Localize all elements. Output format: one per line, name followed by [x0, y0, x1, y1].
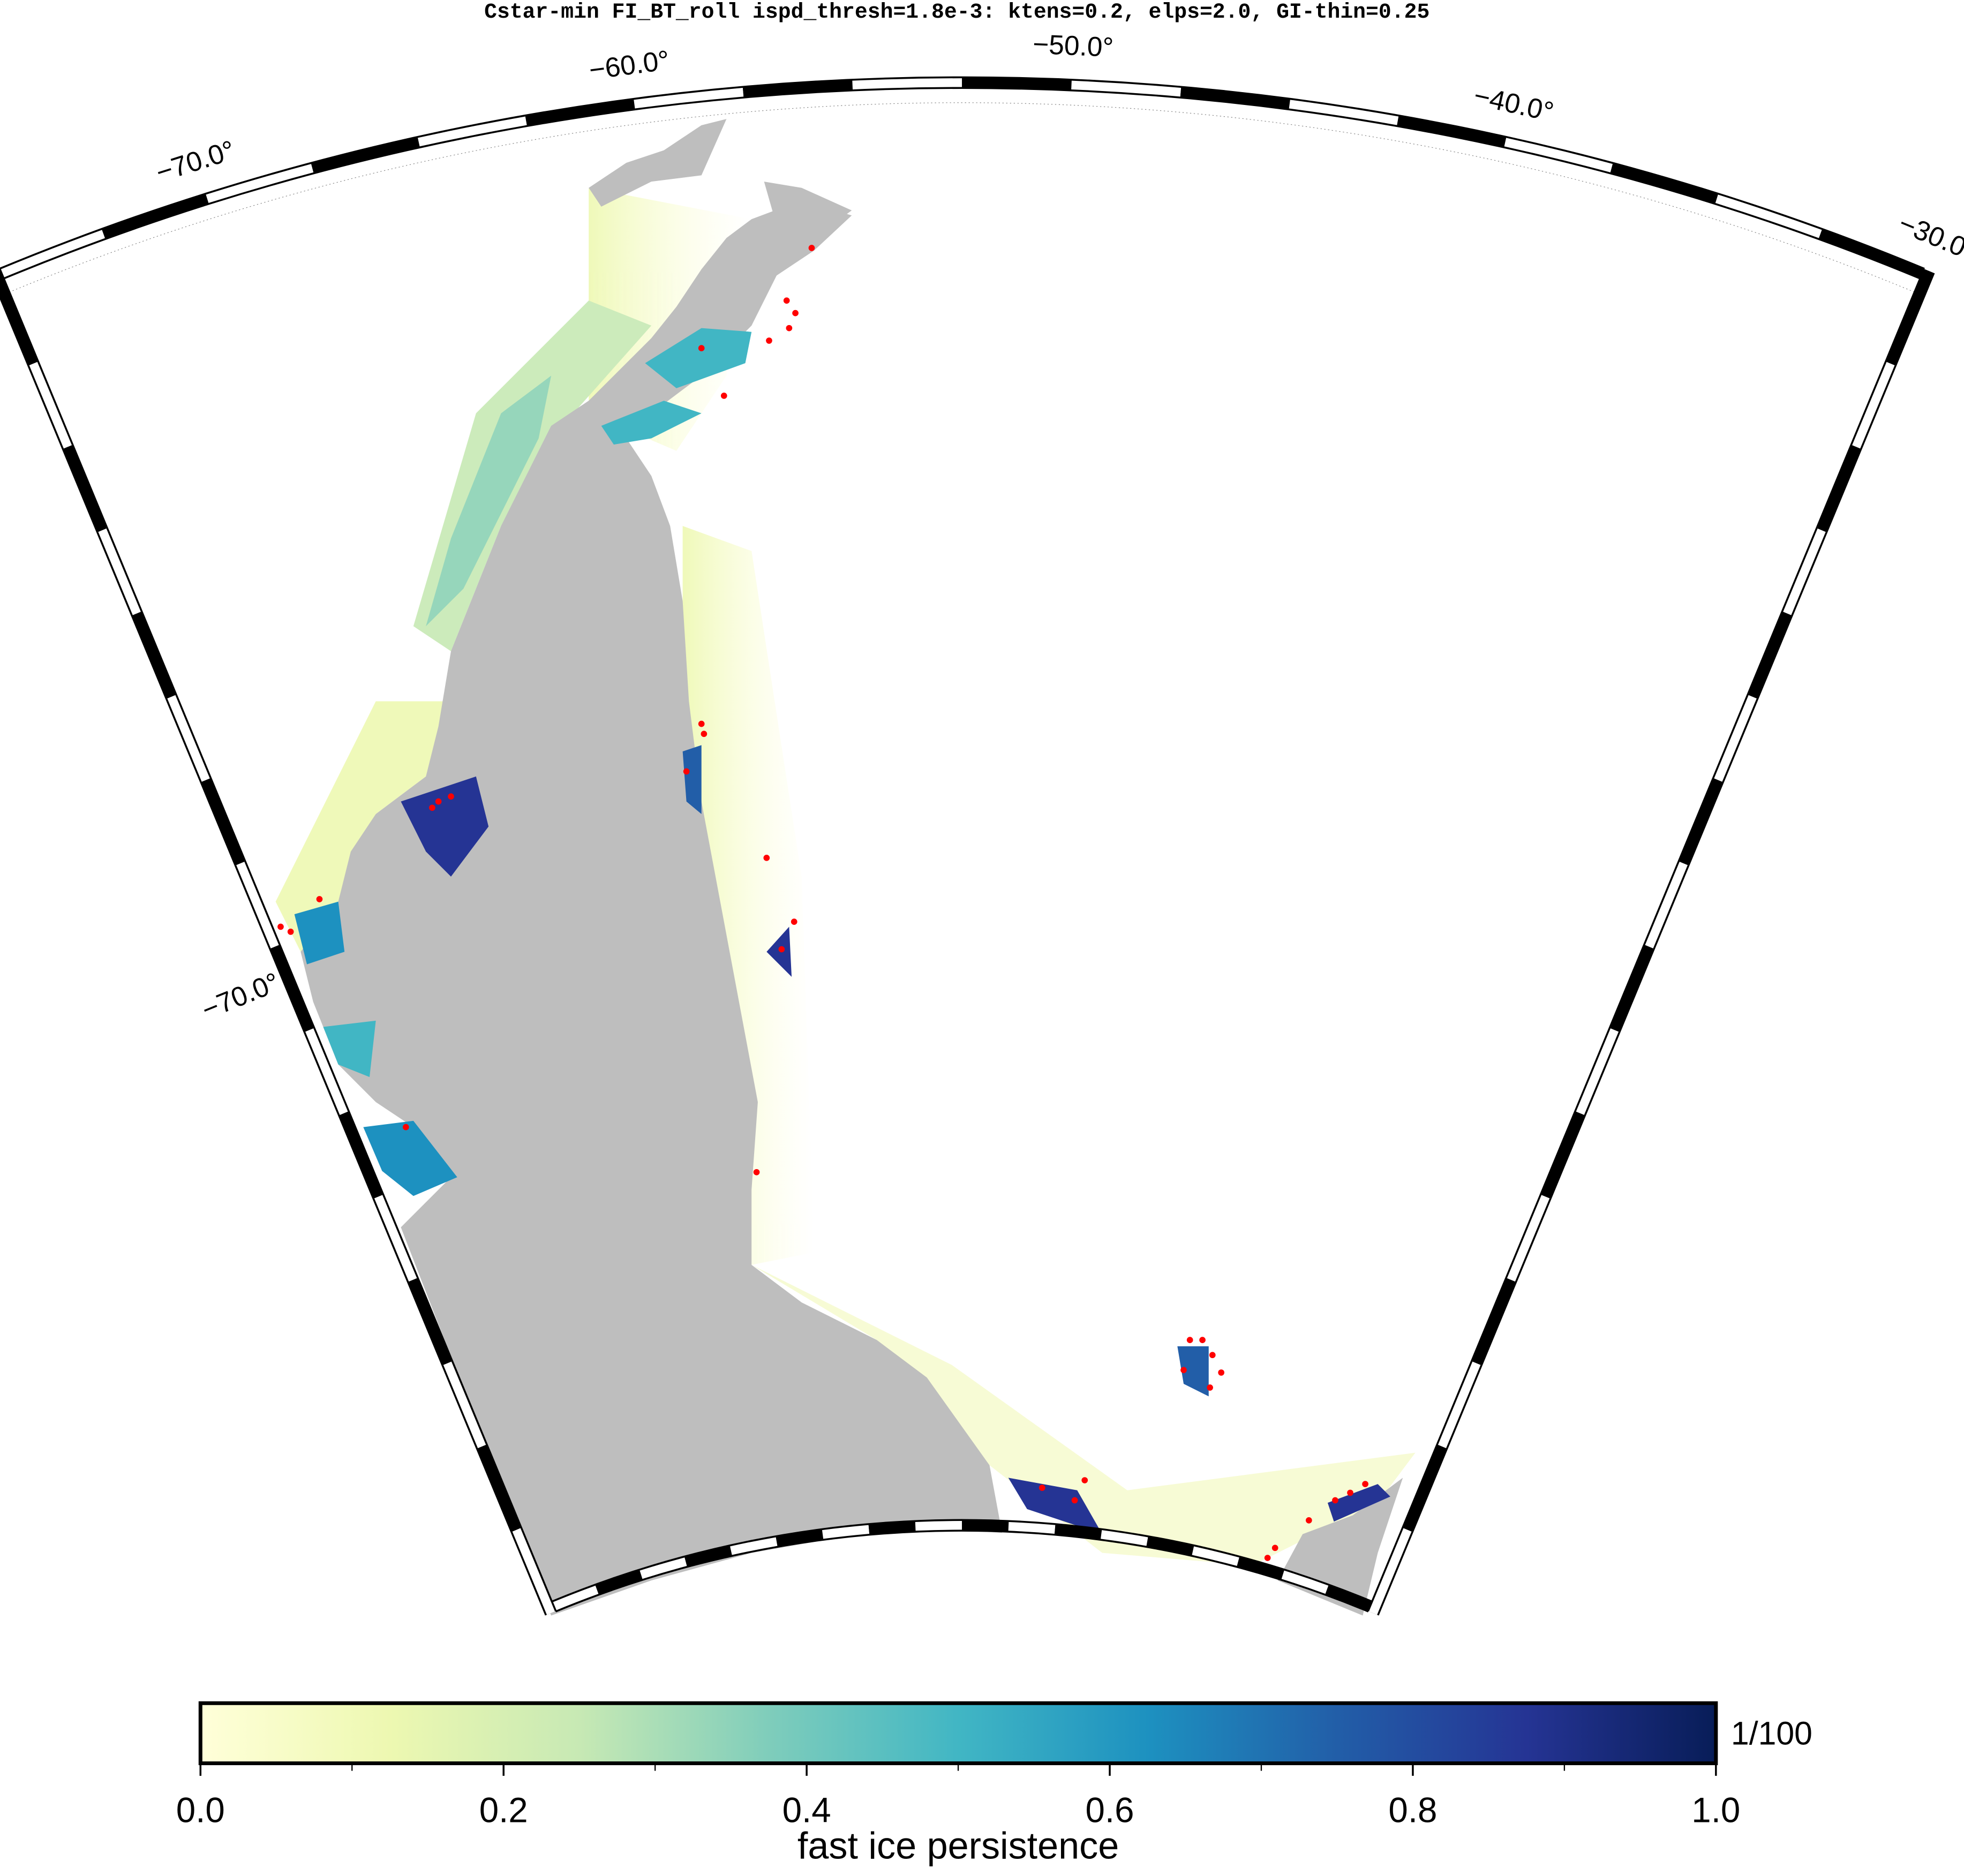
frame-segment — [132, 612, 176, 699]
frame-segment — [63, 445, 107, 532]
frame-segment — [684, 1546, 732, 1566]
frame-segment — [512, 1528, 555, 1615]
frame-segment — [1541, 1111, 1584, 1199]
frame-segment — [1645, 862, 1688, 948]
colorbar-unit: 1/100 — [1731, 1715, 1812, 1751]
colorbar-label: fast ice persistence — [797, 1824, 1119, 1866]
frame-segment — [270, 945, 314, 1032]
frame-segment — [962, 1521, 1009, 1531]
grounded-icebergs — [277, 245, 1368, 1561]
graticule — [9, 102, 1915, 293]
frame-segment — [1783, 528, 1826, 615]
frame-segment — [201, 778, 245, 865]
frame-segment — [634, 88, 744, 109]
frame-segment — [1679, 778, 1722, 865]
frame-segment — [167, 695, 210, 782]
frame-segment — [478, 1444, 521, 1532]
frame-segment — [1472, 1278, 1515, 1365]
frame-segment — [1281, 1570, 1329, 1594]
frame-segment — [1438, 1361, 1481, 1449]
frame-segment — [1369, 1528, 1412, 1615]
frame-segment — [1180, 88, 1290, 109]
frame-segment — [1576, 1028, 1619, 1115]
frame-segment — [1403, 1444, 1447, 1532]
frame-segment — [1504, 138, 1613, 172]
longitude-label: −50.0° — [1032, 28, 1114, 63]
frame-segment — [340, 1111, 382, 1199]
frame-segment — [595, 1570, 643, 1594]
colorbar-tick-label: 0.2 — [479, 1790, 528, 1829]
frame-segment — [525, 100, 635, 125]
frame-segment — [98, 528, 141, 615]
frame-segment — [742, 80, 853, 97]
colorbar-tick-label: 0.4 — [782, 1790, 831, 1829]
longitude-label: −40.0° — [1471, 79, 1557, 127]
frame-segment — [1611, 945, 1653, 1032]
frame-segment — [822, 1525, 870, 1539]
frame-segment — [1886, 278, 1930, 365]
frame-segment — [1852, 361, 1895, 449]
frame-segment — [1055, 1525, 1102, 1539]
frame-segment — [962, 78, 1072, 89]
frame-segment — [1507, 1195, 1550, 1282]
frame-segment — [1237, 1557, 1284, 1579]
longitude-label: −30.0° — [1894, 207, 1964, 267]
map-title: Cstar-min FI_BT_roll ispd_thresh=1.8e-3:… — [484, 0, 1429, 24]
frame-segment — [1071, 80, 1182, 97]
frame-segment — [1397, 116, 1507, 147]
frame-segment — [236, 862, 279, 948]
frame-segment — [311, 138, 420, 172]
longitude-label: −60.0° — [587, 44, 671, 85]
frame-segment — [1101, 1530, 1148, 1546]
colorbar-tick-label: 0.6 — [1086, 1790, 1134, 1829]
longitude-label: −70.0° — [152, 134, 238, 188]
map-frame — [0, 76, 1935, 1616]
frame-segment — [374, 1195, 417, 1282]
frame-segment — [418, 116, 527, 147]
colorbar-tick-label: 0.0 — [176, 1790, 225, 1829]
frame-segment — [1610, 164, 1718, 204]
frame-segment — [1817, 445, 1861, 532]
frame-segment — [1146, 1537, 1194, 1555]
colorbar-scale — [198, 1701, 1718, 1766]
frame-segment — [305, 1028, 348, 1115]
frame-segment — [102, 194, 209, 238]
frame-segment — [206, 164, 314, 204]
frame-segment — [776, 1530, 824, 1546]
colorbar-tick-label: 1.0 — [1691, 1790, 1740, 1829]
frame-segment — [852, 78, 962, 89]
frame-segment — [1715, 194, 1822, 238]
fast-ice — [294, 328, 1390, 1534]
frame-segment — [868, 1521, 916, 1534]
colorbar-tick-label: 0.8 — [1388, 1790, 1437, 1829]
frame-segment — [1748, 612, 1792, 699]
frame-segment — [1714, 695, 1757, 782]
frame-segment — [29, 361, 72, 449]
frame-segment — [639, 1557, 687, 1579]
frame-segment — [409, 1278, 452, 1365]
frame-segment — [443, 1361, 486, 1449]
frame-segment — [730, 1537, 778, 1555]
colorbar: 1/100 fast ice persistence 0.0 0.2 0.4 0.6 0… — [176, 1701, 1812, 1866]
latitude-label: −70.0° — [197, 966, 283, 1025]
frame-segment — [1289, 100, 1399, 125]
frame-segment — [1192, 1546, 1239, 1566]
frame-segment — [0, 278, 37, 365]
frame-segment — [915, 1521, 962, 1531]
frame-segment — [1008, 1521, 1056, 1534]
